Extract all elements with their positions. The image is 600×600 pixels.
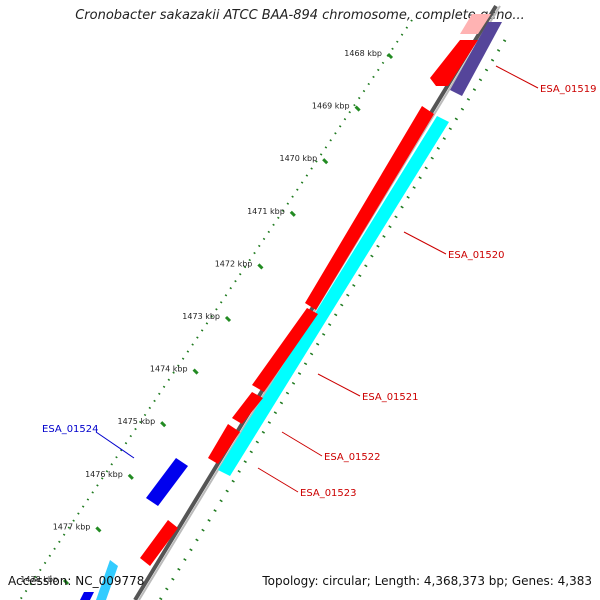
tick-label: 1474 kbp xyxy=(150,365,188,374)
tick-mark xyxy=(192,368,199,375)
tick-mark xyxy=(354,105,361,112)
tick-labels: 1468 kbp 1469 kbp 1470 kbp 1471 kbp 1472 kbp… xyxy=(20,49,394,586)
tick-mark xyxy=(224,315,232,323)
gene-label-esa01519: ESA_01519 xyxy=(540,84,597,95)
gene-arrow-esa01523 xyxy=(208,424,240,464)
topology-label: Topology: circular; Length: 4,368,373 bp… xyxy=(262,574,592,588)
tick-label: 1471 kbp xyxy=(247,207,285,216)
gene-arrow-lower-red xyxy=(140,520,178,566)
tick-label: 1475 kbp xyxy=(117,417,155,426)
gene-arrow-esa01521 xyxy=(252,308,318,392)
gene-label-esa01520: ESA_01520 xyxy=(448,250,505,261)
tick-mark xyxy=(322,158,329,165)
tick-mark xyxy=(289,210,296,217)
gene-label-esa01524: ESA_01524 xyxy=(42,424,99,435)
tick-label: 1469 kbp xyxy=(312,102,350,111)
tick-mark xyxy=(160,421,167,428)
gene-features xyxy=(80,14,502,600)
leader-esa01523 xyxy=(257,467,299,493)
gene-arrow-esa01519-red xyxy=(430,40,478,86)
tick-label: 1473 kbp xyxy=(182,312,220,321)
leader-esa01522 xyxy=(281,431,323,457)
gene-label-leaders xyxy=(95,65,539,493)
gene-arrow-bottom-lightblue xyxy=(96,560,118,600)
gene-arrow-bottom-blue xyxy=(80,592,94,600)
accession-label: Accession: NC_009778 xyxy=(8,574,145,588)
gene-arrow-esa01524 xyxy=(146,458,188,506)
tick-label: 1470 kbp xyxy=(279,154,317,163)
gene-arrow-esa01519-purple xyxy=(450,22,502,96)
tick-label: 1477 kbp xyxy=(53,522,91,531)
gene-arrow-pink xyxy=(460,14,491,34)
tick-label: 1472 kbp xyxy=(215,259,253,268)
leader-esa01519 xyxy=(495,65,539,89)
tick-label: 1476 kbp xyxy=(85,470,123,479)
tick-mark xyxy=(127,473,134,480)
tick-mark xyxy=(62,578,70,586)
tick-label: 1468 kbp xyxy=(344,49,382,58)
outer-dotted-track xyxy=(19,19,413,600)
gene-arrow-esa01520 xyxy=(305,106,434,310)
map-title: Cronobacter sakazakii ATCC BAA-894 chrom… xyxy=(75,8,525,23)
gene-arrow-esa01522 xyxy=(232,392,263,424)
leader-esa01520 xyxy=(403,231,447,255)
gene-label-esa01522: ESA_01522 xyxy=(324,452,381,463)
leader-esa01521 xyxy=(317,373,361,397)
leader-esa01524 xyxy=(95,431,135,459)
tick-label: 1478 kbp xyxy=(20,575,58,584)
gene-label-esa01521: ESA_01521 xyxy=(362,392,419,403)
tick-mark xyxy=(95,526,102,533)
gene-label-esa01523: ESA_01523 xyxy=(300,488,357,499)
tick-mark xyxy=(257,263,264,270)
tick-mark xyxy=(386,52,394,60)
gene-arrow-cyan xyxy=(218,116,449,476)
